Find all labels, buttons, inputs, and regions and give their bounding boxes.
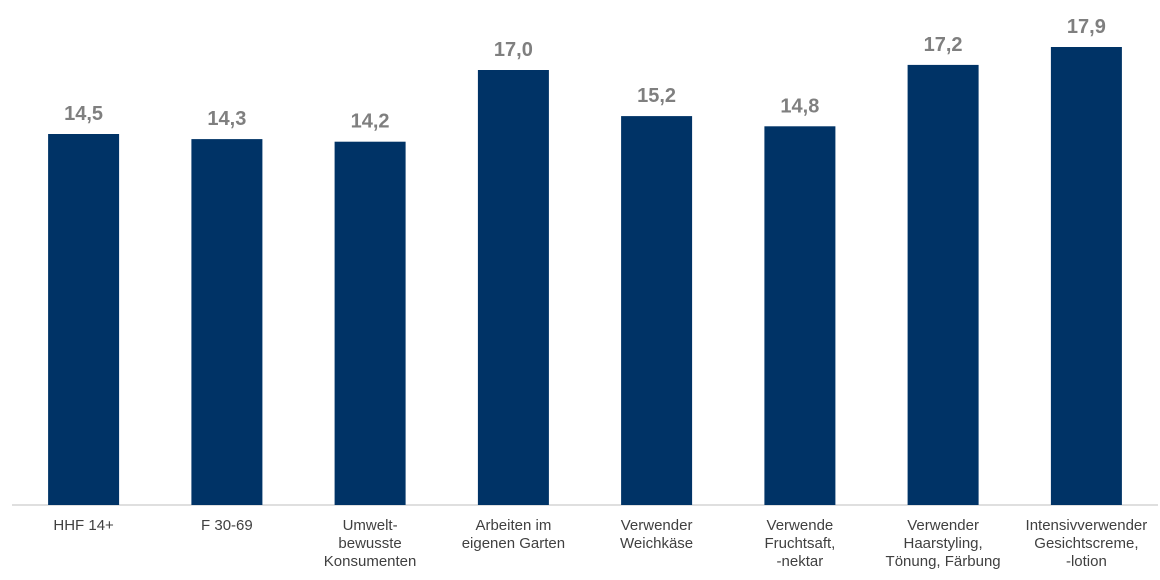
value-label-6: 14,8 — [780, 95, 819, 117]
value-label-3: 14,2 — [351, 111, 390, 133]
category-label-7: Verwender Haarstyling, Tönung, Färbung — [886, 517, 1001, 570]
bar-1 — [48, 134, 120, 505]
bar-2 — [191, 139, 263, 505]
value-label-7: 17,2 — [924, 34, 963, 56]
bar-5 — [621, 116, 693, 505]
bars-group — [48, 47, 1122, 506]
category-label-4: Arbeiten im eigenen Garten — [462, 517, 565, 552]
bar-6 — [764, 126, 836, 506]
value-label-5: 15,2 — [637, 85, 676, 107]
bar-8 — [1050, 47, 1122, 505]
value-label-1: 14,5 — [64, 103, 103, 125]
bar-3 — [334, 141, 406, 505]
category-label-6: Verwende Fruchtsaft, -nektar — [764, 517, 835, 570]
value-label-2: 14,3 — [207, 108, 246, 130]
category-label-2: F 30-69 — [201, 517, 253, 534]
value-label-8: 17,9 — [1067, 16, 1106, 38]
category-labels-group: HHF 14+ F 30-69 Umwelt-bewusste Konsumenten… — [53, 517, 1147, 570]
value-label-4: 17,0 — [494, 39, 533, 61]
bar-7 — [907, 64, 979, 506]
bar-4 — [477, 70, 549, 505]
category-label-3: Umwelt-bewusste Konsumenten — [324, 517, 417, 570]
category-label-8: Intensivverwender Gesichtscreme, -lotion — [1026, 517, 1148, 570]
category-label-1: HHF 14+ — [53, 517, 114, 534]
category-label-5: Verwender Weichkäse — [620, 517, 693, 552]
value-labels-group: 14,5 14,3 14,2 17,0 15,2 14,8 17,2 17,9 — [64, 16, 1106, 133]
